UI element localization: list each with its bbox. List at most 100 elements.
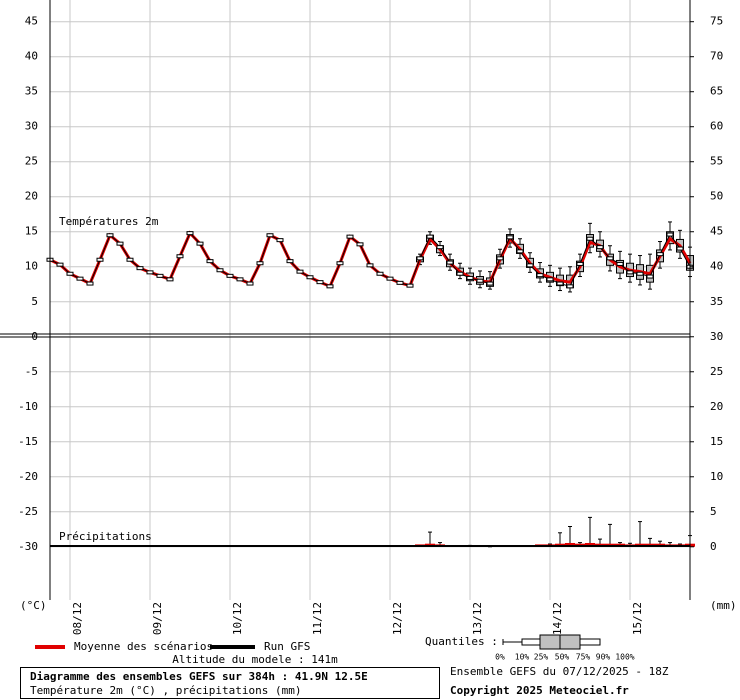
point [166,277,174,282]
quantile-label: 50% [555,653,570,662]
point [56,262,64,267]
point [306,275,314,280]
point [156,273,164,278]
point [86,281,94,286]
point [236,277,244,282]
point [516,249,524,254]
point [206,259,214,264]
point [266,233,274,238]
point [216,268,224,273]
x-tick-label: 15/12 [631,602,644,635]
precip-bar [565,542,575,547]
y2-tick-label: 70 [710,50,723,63]
point [606,256,614,261]
point [646,274,654,279]
y2-axis-label: (mm) [710,599,737,612]
x-tick-label: 09/12 [151,602,164,635]
point [556,281,564,286]
y-axis-label: (°C) [20,599,47,612]
point [546,277,554,282]
quantile-label: 0% [495,653,505,662]
quantile-label: 10% [515,653,530,662]
y2-tick-label: 40 [710,260,723,273]
plot [46,221,695,548]
y-tick-label: 0 [31,330,38,343]
chart-subtitle: Température 2m (°C) , précipitations (mm… [30,684,302,697]
quantile-label: 25% [534,653,549,662]
point [376,271,384,276]
legend-label: Run GFS [264,640,310,653]
y-tick-label: 20 [25,190,38,203]
y-tick-label: 25 [25,155,38,168]
point [596,245,604,250]
y-tick-label: -30 [18,540,38,553]
point [256,261,264,266]
y-tick-label: -20 [18,470,38,483]
point [326,284,334,289]
annotation: Températures 2m [59,215,159,228]
x-tick-label: 13/12 [471,602,484,635]
quantile-label: 75% [576,653,591,662]
point [116,241,124,246]
point [406,283,414,288]
point [286,259,294,264]
x-tick-label: 14/12 [551,602,564,635]
title-box [20,667,440,699]
point [636,271,644,276]
altitude: Altitude du modele : 141m [172,653,338,666]
y2-tick-label: 25 [710,365,723,378]
grid [50,0,690,600]
annotation: Précipitations [59,530,152,543]
chart-title: Diagramme des ensembles GEFS sur 384h : … [30,670,368,683]
y2-tick-label: 45 [710,225,723,238]
point [136,266,144,271]
point [666,232,674,237]
y2-tick-label: 50 [710,190,723,203]
point [566,284,574,289]
point [176,254,184,259]
point [346,234,354,239]
y2-tick-label: 0 [710,540,717,553]
x-tick-label: 10/12 [231,602,244,635]
quantiles-title: Quantiles : [425,635,498,648]
y-tick-label: 15 [25,225,38,238]
y-tick-label: 35 [25,85,38,98]
copyright: Copyright 2025 Meteociel.fr [450,684,629,697]
y-tick-label: -25 [18,505,38,518]
y-tick-label: -15 [18,435,38,448]
x-tick-label: 11/12 [311,602,324,635]
y2-tick-label: 75 [710,15,723,28]
point [66,271,74,276]
point [196,241,204,246]
y-tick-label: 30 [25,120,38,133]
y2-tick-label: 5 [710,505,717,518]
precip-bar [585,542,595,547]
point [676,246,684,251]
legend-label: Moyenne des scénarios [74,640,213,653]
point [506,235,514,240]
run-label: Ensemble GEFS du 07/12/2025 - 18Z [450,665,669,678]
point [446,260,454,265]
y-tick-label: -5 [25,365,38,378]
point [296,269,304,274]
y-tick-label: 10 [25,260,38,273]
point [316,280,324,285]
point [526,263,534,268]
point [356,242,364,247]
y2-tick-label: 20 [710,400,723,413]
point [466,275,474,280]
point [146,270,154,275]
point [626,270,634,275]
point [226,273,234,278]
y-tick-label: -10 [18,400,38,413]
point [456,271,464,276]
y2-tick-label: 35 [710,295,723,308]
point [496,256,504,261]
point [536,273,544,278]
point [396,280,404,285]
y2-tick-label: 55 [710,155,723,168]
point [486,281,494,286]
x-tick-label: 12/12 [391,602,404,635]
quantile-legend [502,634,601,650]
y2-tick-label: 60 [710,120,723,133]
